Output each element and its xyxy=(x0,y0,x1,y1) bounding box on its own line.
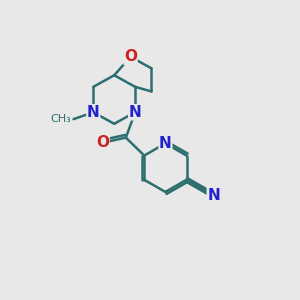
Text: N: N xyxy=(159,136,172,151)
Text: N: N xyxy=(207,188,220,203)
Text: CH₃: CH₃ xyxy=(50,114,71,124)
Text: N: N xyxy=(87,105,100,120)
Text: O: O xyxy=(96,135,109,150)
Text: N: N xyxy=(129,105,142,120)
Text: O: O xyxy=(124,49,137,64)
